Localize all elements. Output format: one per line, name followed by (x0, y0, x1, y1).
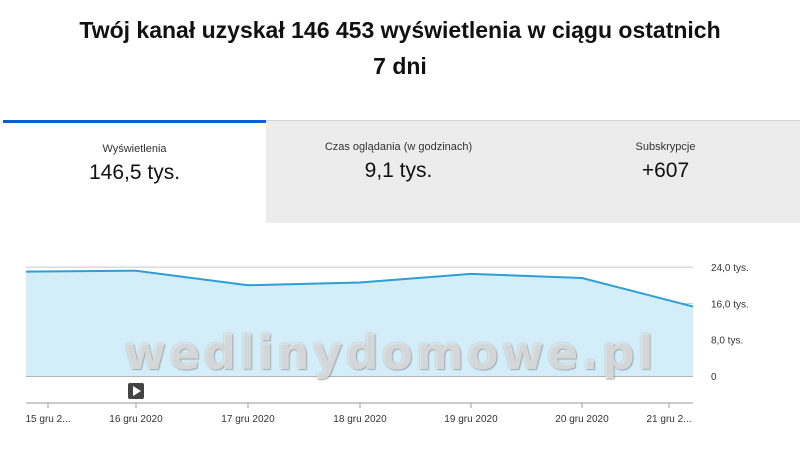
x-tick-label: 15 gru 2... (25, 414, 70, 425)
views-chart: 24,0 tys. 16,0 tys. 8,0 tys. 0 15 gru 2... 16… (0, 0, 800, 441)
x-tick-label: 18 gru 2020 (333, 414, 387, 425)
x-tick-label: 20 gru 2020 (555, 414, 609, 425)
play-icon[interactable] (128, 383, 144, 399)
x-tick-label: 21 gru 2... (646, 414, 691, 425)
x-tick-label: 19 gru 2020 (444, 414, 498, 425)
y-tick-label: 16,0 tys. (711, 299, 749, 310)
series-area (26, 271, 693, 376)
y-tick-label: 0 (711, 372, 717, 383)
x-tick-label: 17 gru 2020 (221, 414, 275, 425)
y-tick-label: 8,0 tys. (711, 336, 743, 347)
x-tick-label: 16 gru 2020 (109, 414, 163, 425)
y-tick-label: 24,0 tys. (711, 263, 749, 274)
